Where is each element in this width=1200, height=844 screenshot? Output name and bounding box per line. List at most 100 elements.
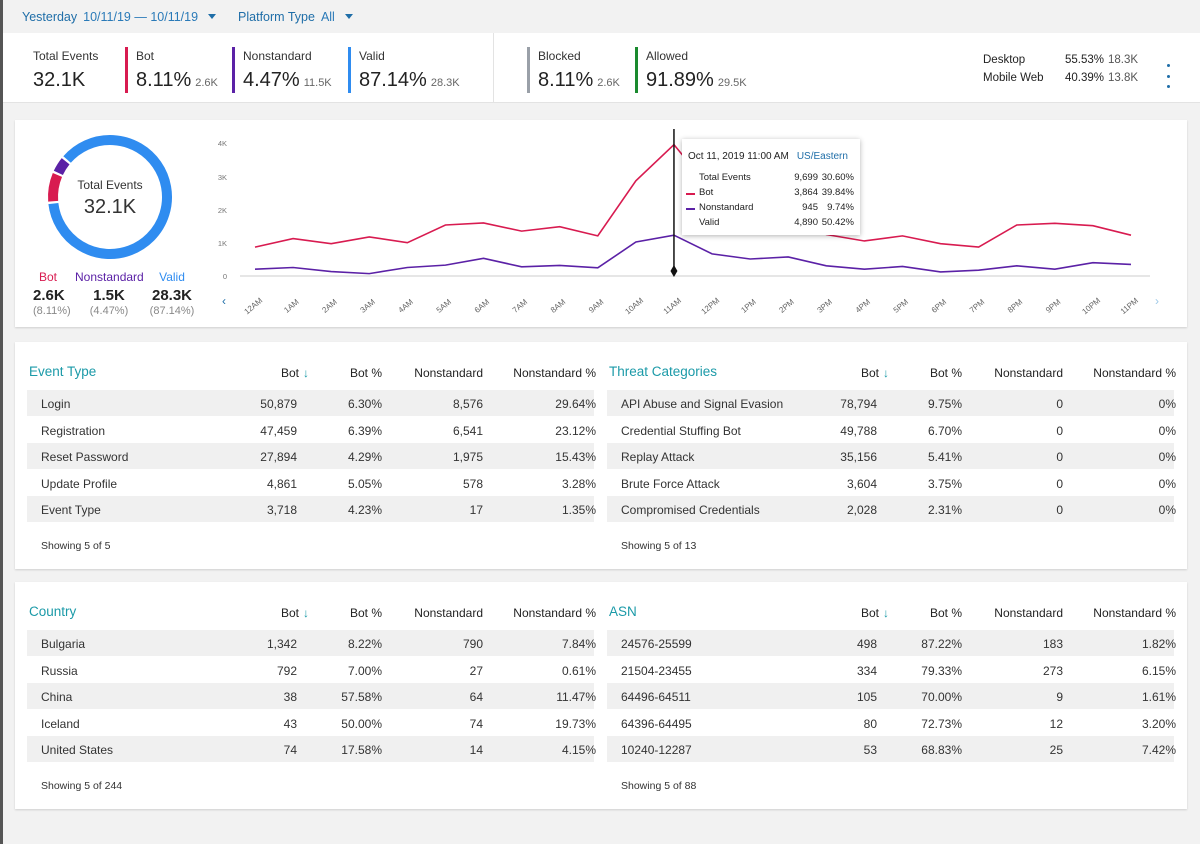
column-header[interactable]: Nonstandard bbox=[994, 606, 1063, 620]
table-title[interactable]: ASN bbox=[609, 604, 637, 619]
table-row[interactable]: 10240-12287 53 68.83% 25 7.42% bbox=[607, 736, 1176, 762]
table-row[interactable]: Brute Force Attack 3,604 3.75% 0 0% bbox=[607, 470, 1176, 496]
tooltip-row-total: Total Events 9,699 30.60% bbox=[682, 172, 860, 186]
table-title[interactable]: Event Type bbox=[29, 364, 97, 379]
cell-value: 7.00% bbox=[347, 663, 382, 678]
chart-next-arrow-icon[interactable]: › bbox=[1155, 294, 1159, 308]
column-header[interactable]: Nonstandard % bbox=[513, 606, 596, 620]
table-row[interactable]: 24576-25599 498 87.22% 183 1.82% bbox=[607, 630, 1176, 656]
x-tick-label: 5AM bbox=[435, 297, 454, 315]
tooltip-name: Total Events bbox=[699, 172, 751, 183]
sort-down-icon[interactable]: ↓ bbox=[303, 366, 309, 380]
legend-name: Bot bbox=[38, 270, 57, 284]
table-row[interactable]: Compromised Credentials 2,028 2.31% 0 0% bbox=[607, 496, 1176, 522]
column-header[interactable]: Bot ↓ bbox=[861, 366, 889, 380]
cell-value: 79.33% bbox=[921, 663, 962, 678]
column-header[interactable]: Nonstandard bbox=[414, 606, 483, 620]
row-label: 64496-64511 bbox=[621, 690, 691, 704]
table-row[interactable]: 64496-64511 105 70.00% 9 1.61% bbox=[607, 683, 1176, 709]
nonstandard-series-line[interactable] bbox=[254, 234, 1132, 275]
column-header[interactable]: Bot ↓ bbox=[281, 606, 309, 620]
x-tick-label: 12AM bbox=[242, 296, 264, 317]
table-row[interactable]: China 38 57.58% 64 11.47% bbox=[27, 683, 596, 709]
donut-label: Total Events bbox=[77, 178, 143, 192]
table-row[interactable]: Login 50,879 6.30% 8,576 29.64% bbox=[27, 390, 596, 416]
table-row[interactable]: Russia 792 7.00% 27 0.61% bbox=[27, 657, 596, 683]
more-options-icon[interactable] bbox=[1165, 64, 1171, 88]
cell-value: 8,576 bbox=[452, 397, 483, 411]
tooltip-count: 945 bbox=[802, 202, 818, 213]
row-label: Brute Force Attack bbox=[621, 476, 720, 491]
sort-down-icon[interactable]: ↓ bbox=[883, 606, 889, 620]
table-row[interactable]: Reset Password 27,894 4.29% 1,975 15.43% bbox=[27, 443, 596, 469]
cell-value: 0% bbox=[1158, 423, 1176, 438]
date-range-filter[interactable]: Yesterday 10/11/19 — 10/11/19 bbox=[22, 10, 217, 24]
cell-value: 9 bbox=[1056, 690, 1063, 704]
tooltip-count: 4,890 bbox=[794, 217, 818, 228]
total-events-donut[interactable] bbox=[45, 132, 175, 262]
bot-line-swatch bbox=[686, 193, 695, 195]
table-row[interactable]: Iceland 43 50.00% 74 19.73% bbox=[27, 710, 596, 736]
column-header-label: Bot bbox=[860, 606, 879, 620]
column-header[interactable]: Nonstandard % bbox=[1093, 606, 1176, 620]
events-chart-card: Total Events 32.1K Bot 2.6K (8.11%) Nons… bbox=[15, 120, 1187, 327]
events-line-chart[interactable]: 0 1K 2K 3K 4K 12AM 1AM 2AM 3AM 4AM 5AM 6AM 7AM 8AM 9AM… bbox=[15, 120, 1187, 327]
column-header[interactable]: Bot ↓ bbox=[281, 366, 309, 380]
table-row[interactable]: Bulgaria 1,342 8.22% 790 7.84% bbox=[27, 630, 596, 656]
donut-segment-bot[interactable] bbox=[48, 173, 63, 202]
column-header[interactable]: Bot % bbox=[350, 606, 382, 620]
kpi-value: 32.1K bbox=[33, 69, 86, 91]
table-row[interactable]: Event Type 3,718 4.23% 17 1.35% bbox=[27, 496, 596, 522]
table-title[interactable]: Country bbox=[29, 604, 77, 619]
sort-down-icon[interactable]: ↓ bbox=[303, 606, 309, 620]
cell-value: 273 bbox=[1042, 663, 1063, 678]
chevron-down-icon bbox=[344, 14, 353, 19]
cell-value: 57.58% bbox=[341, 690, 382, 704]
platform-pct: 55.53% bbox=[1065, 54, 1105, 66]
cell-value: 0.61% bbox=[561, 663, 596, 678]
table-row[interactable]: Replay Attack 35,156 5.41% 0 0% bbox=[607, 443, 1176, 469]
hover-cursor-handle[interactable] bbox=[670, 265, 678, 277]
cell-value: 578 bbox=[462, 476, 483, 491]
column-header[interactable]: Bot % bbox=[350, 366, 382, 380]
cell-value: 0% bbox=[1158, 503, 1176, 517]
column-header[interactable]: Nonstandard % bbox=[513, 366, 596, 380]
chart-prev-arrow-icon[interactable]: ‹ bbox=[222, 294, 226, 308]
platform-mobile-web: Mobile Web 40.39% 13.8K bbox=[983, 72, 1138, 84]
cell-value: 4,861 bbox=[266, 476, 297, 491]
cell-value: 1,342 bbox=[266, 637, 297, 651]
column-header[interactable]: Bot % bbox=[930, 366, 962, 380]
tooltip-pct: 50.42% bbox=[821, 217, 854, 228]
column-header[interactable]: Bot ↓ bbox=[861, 606, 889, 620]
cell-value: 7.84% bbox=[561, 637, 596, 651]
table-row[interactable]: Credential Stuffing Bot 49,788 6.70% 0 0% bbox=[607, 417, 1176, 443]
cell-value: 4.15% bbox=[561, 743, 596, 757]
table-row[interactable]: Update Profile 4,861 5.05% 578 3.28% bbox=[27, 470, 596, 496]
donut-value: 32.1K bbox=[83, 196, 137, 218]
table-title[interactable]: Threat Categories bbox=[609, 364, 718, 379]
table-row[interactable]: 21504-23455 334 79.33% 273 6.15% bbox=[607, 657, 1176, 683]
column-header[interactable]: Nonstandard % bbox=[1093, 366, 1176, 380]
cell-value: 0% bbox=[1158, 476, 1176, 491]
donut-segment-valid[interactable] bbox=[48, 135, 172, 259]
donut-segment-nonstandard[interactable] bbox=[53, 158, 70, 176]
cell-value: 17.58% bbox=[341, 743, 382, 757]
column-header[interactable]: Nonstandard bbox=[414, 366, 483, 380]
column-header[interactable]: Bot % bbox=[930, 606, 962, 620]
legend-name: Nonstandard bbox=[75, 270, 144, 284]
showing-count: Showing 5 of 88 bbox=[621, 780, 697, 792]
threat-categories-table: Threat Categories Bot ↓ Bot % Nonstandard Non… bbox=[595, 342, 1176, 569]
row-label: China bbox=[41, 690, 73, 704]
table-row[interactable]: Registration 47,459 6.39% 6,541 23.12% bbox=[27, 417, 596, 443]
sort-down-icon[interactable]: ↓ bbox=[883, 366, 889, 380]
x-tick-label: 4PM bbox=[854, 297, 873, 315]
platform-type-filter[interactable]: Platform Type All bbox=[238, 10, 353, 24]
platform-count: 13.8K bbox=[1108, 72, 1139, 84]
y-tick-label: 4K bbox=[218, 139, 227, 148]
table-row[interactable]: 64396-64495 80 72.73% 12 3.20% bbox=[607, 710, 1176, 736]
column-header[interactable]: Nonstandard bbox=[994, 366, 1063, 380]
showing-count: Showing 5 of 244 bbox=[41, 780, 123, 792]
table-row[interactable]: API Abuse and Signal Evasion 78,794 9.75% 0… bbox=[607, 390, 1176, 416]
legend-value: 2.6K bbox=[33, 287, 65, 304]
table-row[interactable]: United States 74 17.58% 14 4.15% bbox=[27, 736, 596, 762]
